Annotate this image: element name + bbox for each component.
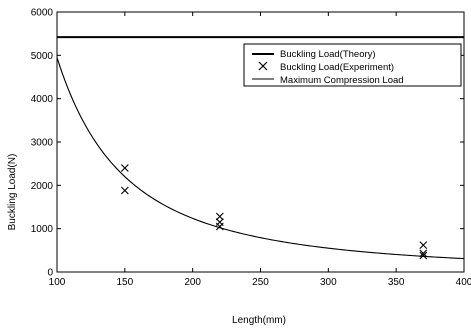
experiment-point-stroke xyxy=(419,241,428,250)
y-axis-label: Buckling Load(N) xyxy=(7,154,18,231)
experiment-point-stroke xyxy=(419,251,428,260)
x-axis: 100 150 200 250 300 350 400 xyxy=(49,12,471,288)
y-tick-label: 1000 xyxy=(31,224,54,235)
x-tick-label: 250 xyxy=(252,277,269,288)
experiment-point xyxy=(215,212,224,221)
series-theory-line xyxy=(56,57,465,260)
experiment-point-stroke xyxy=(120,164,129,172)
experiment-point-stroke xyxy=(120,186,129,195)
y-tick-label: 6000 xyxy=(31,8,54,19)
y-tick-label: 2000 xyxy=(31,181,54,192)
x-tick-label: 300 xyxy=(320,277,337,288)
x-tick-label: 200 xyxy=(184,277,201,288)
y-tick-label: 3000 xyxy=(31,138,54,149)
legend: Buckling Load(Theory) Buckling Load(Expe… xyxy=(243,43,462,87)
experiment-point xyxy=(419,241,428,250)
y-tick-label: 5000 xyxy=(31,51,54,62)
x-tick-label: 100 xyxy=(49,277,66,288)
y-axis: 0 1000 2000 3000 4000 5000 6000 xyxy=(31,8,464,279)
x-tick-label: 350 xyxy=(388,277,405,288)
experiment-point xyxy=(120,164,129,172)
legend-label-theory: Buckling Load(Theory) xyxy=(280,49,376,60)
y-tick-label: 4000 xyxy=(31,94,54,105)
experiment-point xyxy=(215,222,224,231)
experiment-point xyxy=(419,251,428,260)
experiment-point-stroke xyxy=(215,222,224,231)
y-tick-label: 0 xyxy=(47,268,53,279)
experiment-point xyxy=(419,249,428,258)
series-layer xyxy=(56,36,465,260)
experiment-point-stroke xyxy=(419,249,428,258)
experiment-point-stroke xyxy=(215,212,224,221)
legend-swatch-experiment xyxy=(258,61,268,71)
legend-label-experiment: Buckling Load(Experiment) xyxy=(280,62,394,73)
x-tick-label: 400 xyxy=(456,277,471,288)
x-axis-label: Length(mm) xyxy=(232,315,286,326)
legend-box xyxy=(243,43,462,87)
x-tick-label: 150 xyxy=(116,277,133,288)
legend-label-max-load: Maximum Compression Load xyxy=(280,75,404,86)
experiment-point xyxy=(120,186,129,195)
